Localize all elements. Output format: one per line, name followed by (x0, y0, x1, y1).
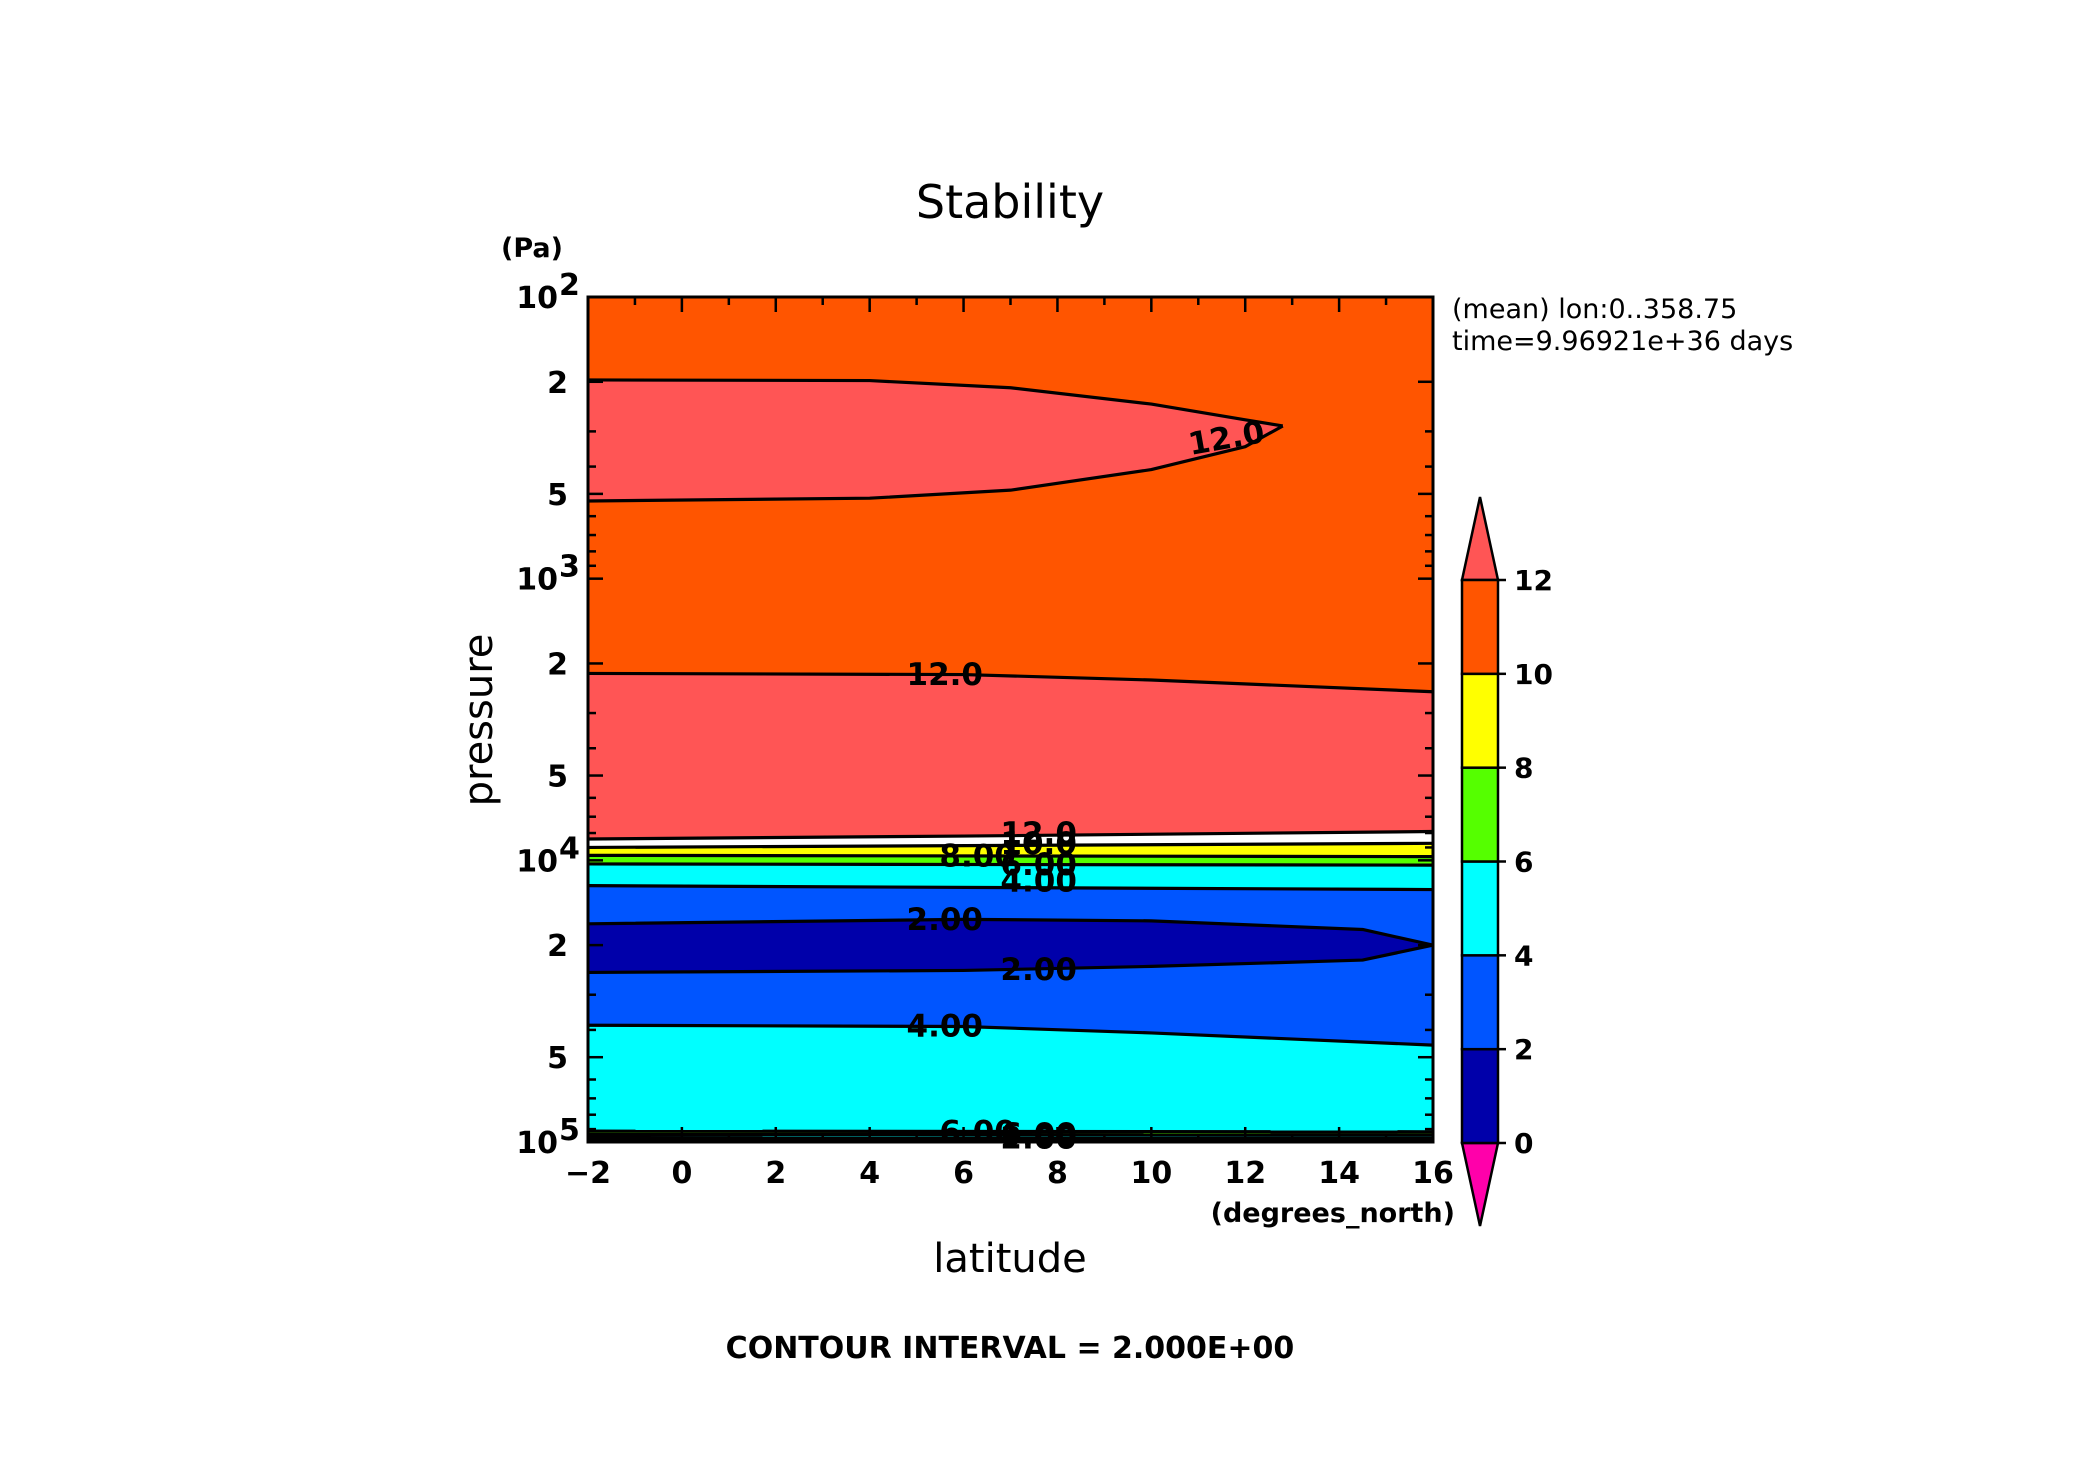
colorbar-segment-4 (1460, 672, 1500, 769)
colorbar-label: 10 (1514, 658, 1553, 691)
contour-line-8 (588, 917, 1433, 947)
contour-line-3 (588, 829, 1433, 841)
contour-line-6 (588, 862, 1433, 867)
contour-label-10: 6.00 (939, 1114, 1016, 1150)
contour-label-5: 6.00 (1000, 847, 1077, 883)
x-axis-units: (degrees_north) (1211, 1198, 1455, 1229)
y-tick-label: 10 (516, 844, 558, 879)
x-tick-label: −2 (565, 1156, 611, 1191)
contour-line-10 (588, 1023, 1433, 1047)
y-axis-units: (Pa) (501, 233, 563, 264)
contour-label-9: 4.00 (907, 1009, 984, 1045)
contour-label-8: 2.00 (1000, 952, 1077, 988)
contour-line-1 (588, 424, 1284, 503)
contour-band-2 (588, 672, 1433, 840)
info-line-mean: (mean) lon:0..358.75 (1452, 294, 1737, 325)
x-tick-label: 16 (1412, 1156, 1454, 1191)
y-tick-label: 2 (547, 929, 568, 964)
y-tick-label: 5 (547, 760, 568, 795)
contour-line-7 (588, 884, 1433, 892)
contour-label-12: 2.00 (1000, 1121, 1077, 1157)
colorbar-segment-2 (1460, 860, 1500, 957)
colorbar-label: 12 (1514, 564, 1553, 597)
colorbar-segment-0 (1460, 1047, 1500, 1145)
x-tick-label: 4 (859, 1156, 880, 1191)
x-tick-label: 8 (1047, 1156, 1068, 1191)
colorbar: 0 2 4 6 8 10 12 (1460, 496, 1553, 1227)
contour-label-3: 10.0 (1000, 826, 1077, 862)
colorbar-segment-3 (1460, 766, 1500, 863)
y-tick-exponent: 3 (559, 550, 580, 585)
y-tick-label: 5 (547, 1041, 568, 1076)
colorbar-label: 8 (1514, 752, 1533, 785)
x-tick-label: 10 (1130, 1156, 1172, 1191)
contour-interval-note: CONTOUR INTERVAL = 2.000E+00 (726, 1331, 1295, 1366)
colorbar-segment-1 (1460, 954, 1500, 1051)
contour-label-11: 6.00 (1000, 1117, 1077, 1153)
y-tick-exponent: 2 (559, 268, 580, 303)
x-tick-label: 14 (1318, 1156, 1360, 1191)
colorbar-segment-5 (1460, 578, 1500, 676)
colorbar-label: 0 (1514, 1127, 1533, 1160)
colorbar-label: 2 (1514, 1033, 1533, 1066)
y-tick-exponent: 5 (559, 1113, 580, 1148)
colorbar-label: 4 (1514, 939, 1533, 972)
y-tick-label: 2 (547, 366, 568, 401)
filled-contour-bands (588, 297, 1433, 1142)
contour-labels: 12.012.012.010.08.006.004.002.002.004.00… (907, 414, 1268, 1156)
x-tick-label: 6 (953, 1156, 974, 1191)
contour-label-2: 12.0 (1000, 816, 1077, 852)
y-tick-exponent: 4 (559, 831, 580, 866)
y-tick-label: 2 (547, 647, 568, 682)
x-axis-title: latitude (933, 1236, 1086, 1282)
x-tick-label: 12 (1224, 1156, 1266, 1191)
x-tick-label: 0 (671, 1156, 692, 1191)
contour-line-5 (588, 853, 1433, 859)
contour-line-11 (588, 1129, 1433, 1134)
contour-label-4: 8.00 (939, 839, 1016, 875)
contour-line-9 (588, 943, 1433, 975)
y-tick-label: 10 (516, 563, 558, 598)
contour-line-0 (588, 378, 1284, 428)
chart-title: Stability (916, 175, 1104, 229)
y-tick-label: 10 (516, 1126, 558, 1161)
contour-line-4 (588, 841, 1433, 850)
contour-label-6: 4.00 (1000, 864, 1077, 900)
info-line-time: time=9.96921e+36 days (1452, 326, 1793, 357)
y-axis-title: pressure (456, 634, 502, 807)
colorbar-label: 6 (1514, 846, 1533, 879)
contour-line-2 (588, 671, 1433, 694)
contour-label-7: 2.00 (907, 902, 984, 938)
x-tick-label: 2 (765, 1156, 786, 1191)
y-tick-label: 5 (547, 478, 568, 513)
y-tick-label: 10 (516, 281, 558, 316)
contour-label-1: 12.0 (907, 657, 984, 693)
